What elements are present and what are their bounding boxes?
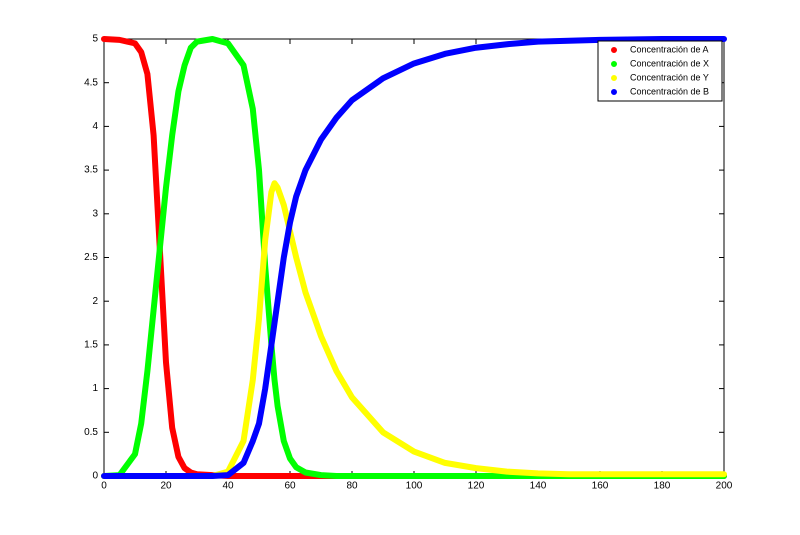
x-tick-label: 200	[716, 481, 733, 492]
x-tick-label: 60	[284, 481, 296, 492]
y-tick-label: 2	[92, 296, 98, 307]
legend-marker	[611, 47, 617, 53]
y-tick-label: 3.5	[84, 165, 98, 176]
legend-marker	[611, 61, 617, 67]
y-tick-label: 5	[92, 34, 98, 45]
legend-label: Concentración de A	[630, 44, 709, 54]
x-tick-label: 160	[592, 481, 609, 492]
legend-box	[597, 40, 723, 102]
x-tick-label: 40	[222, 481, 234, 492]
legend-label: Concentración de X	[630, 58, 709, 68]
x-tick-label: 80	[346, 481, 358, 492]
y-tick-label: 0.5	[84, 427, 98, 438]
x-tick-label: 0	[101, 481, 107, 492]
x-tick-label: 100	[406, 481, 423, 492]
plot-area	[103, 38, 725, 477]
x-tick-label: 20	[160, 481, 172, 492]
x-tick-label: 180	[654, 481, 671, 492]
y-tick-label: 2.5	[84, 252, 98, 263]
y-tick-label: 1.5	[84, 340, 98, 351]
legend-marker	[611, 89, 617, 95]
x-tick-label: 120	[468, 481, 485, 492]
legend-label: Concentración de Y	[630, 72, 709, 82]
y-tick-label: 4	[92, 121, 98, 132]
y-tick-label: 3	[92, 208, 98, 219]
y-tick-label: 4.5	[84, 77, 98, 88]
series-line	[101, 36, 727, 479]
y-tick-label: 1	[92, 383, 98, 394]
legend-label: Concentración de B	[630, 86, 709, 96]
x-tick-label: 140	[530, 481, 547, 492]
y-tick-label: 0	[92, 471, 98, 482]
legend-marker	[611, 75, 617, 81]
